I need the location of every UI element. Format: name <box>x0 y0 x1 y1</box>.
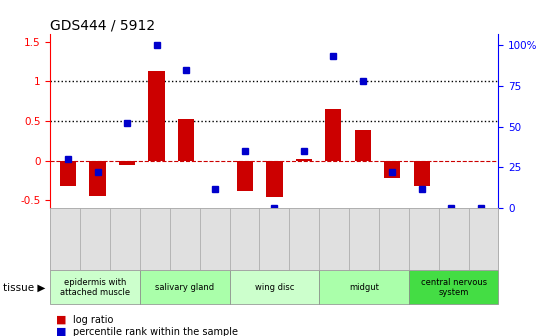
Bar <box>296 159 312 161</box>
Text: percentile rank within the sample: percentile rank within the sample <box>73 327 238 336</box>
Bar <box>325 109 342 161</box>
Text: midgut: midgut <box>349 283 379 292</box>
Bar <box>237 161 253 191</box>
Bar <box>148 71 165 161</box>
Bar <box>354 130 371 161</box>
Text: ■: ■ <box>56 327 67 336</box>
Bar <box>90 161 106 197</box>
Bar <box>119 161 135 165</box>
Text: epidermis with
attached muscle: epidermis with attached muscle <box>60 278 130 297</box>
Bar <box>267 161 282 197</box>
Text: log ratio: log ratio <box>73 315 113 325</box>
Text: tissue ▶: tissue ▶ <box>3 282 45 292</box>
Text: ■: ■ <box>56 315 67 325</box>
Text: central nervous
system: central nervous system <box>421 278 487 297</box>
Text: wing disc: wing disc <box>255 283 294 292</box>
Bar <box>60 161 76 186</box>
Bar <box>414 161 430 186</box>
Text: GDS444 / 5912: GDS444 / 5912 <box>50 18 156 33</box>
Bar <box>384 161 400 178</box>
Text: salivary gland: salivary gland <box>155 283 214 292</box>
Bar <box>178 119 194 161</box>
